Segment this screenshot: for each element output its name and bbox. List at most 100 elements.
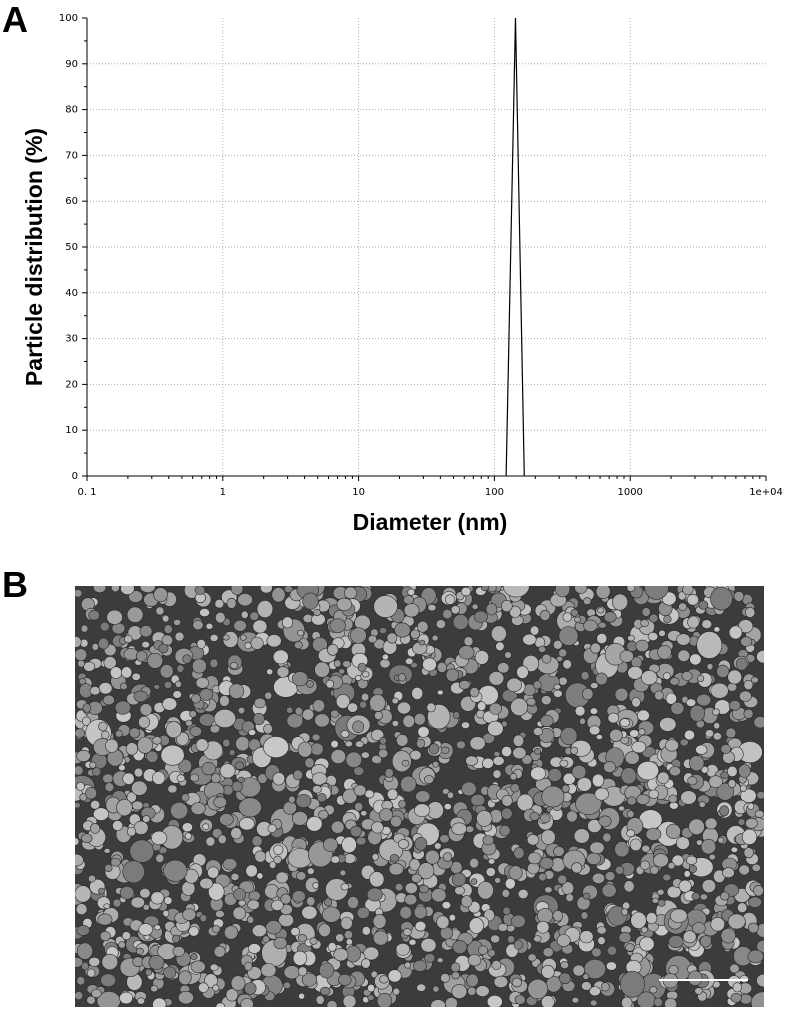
particle bbox=[374, 711, 383, 720]
particle bbox=[687, 776, 698, 786]
particle bbox=[611, 593, 628, 611]
particle bbox=[509, 605, 521, 618]
particle bbox=[330, 855, 340, 864]
particle bbox=[538, 872, 547, 882]
particle bbox=[649, 865, 659, 875]
particle bbox=[85, 786, 97, 800]
particle bbox=[138, 923, 153, 936]
particle bbox=[533, 935, 542, 943]
y-tick-label: 60 bbox=[65, 196, 78, 207]
particle bbox=[347, 702, 358, 713]
particle bbox=[126, 791, 137, 803]
particle bbox=[248, 890, 261, 902]
particle bbox=[539, 813, 551, 824]
particle bbox=[467, 986, 477, 996]
particle bbox=[558, 648, 568, 658]
particle bbox=[581, 981, 592, 991]
particle bbox=[609, 728, 623, 742]
particle bbox=[388, 862, 404, 876]
particle bbox=[219, 695, 230, 707]
particle bbox=[510, 697, 528, 717]
particle bbox=[624, 751, 640, 765]
particle bbox=[436, 689, 444, 696]
particle bbox=[104, 782, 115, 793]
particle bbox=[153, 924, 161, 931]
particle bbox=[445, 668, 460, 682]
particle bbox=[172, 934, 181, 944]
particle bbox=[574, 586, 588, 594]
particle bbox=[235, 761, 245, 770]
particle bbox=[658, 629, 666, 637]
particle bbox=[502, 906, 511, 916]
particle bbox=[656, 771, 670, 785]
particle bbox=[199, 914, 208, 922]
particle bbox=[369, 694, 386, 712]
particle bbox=[370, 970, 378, 979]
particle bbox=[594, 787, 609, 801]
particle bbox=[131, 672, 141, 681]
particle bbox=[604, 871, 616, 881]
particle bbox=[209, 634, 219, 642]
particle bbox=[153, 587, 168, 603]
particle bbox=[587, 819, 602, 833]
particle bbox=[710, 682, 729, 699]
particle bbox=[526, 697, 536, 706]
particle bbox=[307, 867, 315, 875]
particle bbox=[452, 614, 469, 630]
particle bbox=[163, 681, 173, 689]
particle bbox=[142, 903, 150, 911]
particle bbox=[296, 871, 307, 881]
particle bbox=[125, 742, 138, 756]
particle bbox=[233, 888, 246, 901]
particle bbox=[318, 809, 329, 820]
particle bbox=[532, 727, 543, 736]
particle bbox=[409, 749, 422, 761]
particle bbox=[541, 653, 552, 664]
particle bbox=[238, 817, 255, 831]
particle bbox=[697, 674, 705, 683]
particle bbox=[89, 686, 101, 696]
particle bbox=[231, 780, 243, 793]
particle bbox=[86, 968, 96, 978]
particle bbox=[189, 710, 197, 718]
particle bbox=[222, 738, 231, 748]
particle bbox=[339, 869, 347, 877]
particle bbox=[182, 908, 197, 921]
y-tick-label: 40 bbox=[65, 288, 78, 299]
particle bbox=[581, 687, 594, 700]
particle bbox=[668, 794, 678, 804]
particle bbox=[371, 821, 384, 834]
particle bbox=[756, 939, 764, 954]
particle bbox=[215, 909, 225, 918]
particle bbox=[596, 926, 607, 935]
particle bbox=[754, 810, 764, 818]
particle bbox=[114, 700, 131, 715]
particle bbox=[440, 746, 450, 754]
x-tick-label: 1e+04 bbox=[749, 487, 783, 498]
particle bbox=[408, 858, 421, 871]
particle bbox=[190, 952, 198, 961]
particle bbox=[631, 697, 641, 708]
particle bbox=[396, 734, 409, 747]
particle bbox=[506, 677, 523, 693]
particle bbox=[190, 960, 206, 974]
particle bbox=[586, 852, 601, 865]
particle bbox=[485, 603, 498, 616]
particle bbox=[135, 650, 148, 663]
particle bbox=[213, 945, 226, 958]
particle bbox=[133, 767, 144, 778]
particle bbox=[189, 773, 200, 782]
particle bbox=[727, 765, 738, 778]
particle bbox=[104, 863, 113, 872]
particle bbox=[191, 693, 201, 704]
particle bbox=[233, 619, 247, 632]
particle bbox=[440, 973, 450, 983]
particle bbox=[126, 826, 137, 837]
particle bbox=[708, 775, 723, 789]
particle bbox=[82, 703, 92, 713]
particle bbox=[131, 780, 148, 796]
particle bbox=[669, 908, 688, 924]
particle bbox=[580, 911, 589, 920]
particle bbox=[75, 853, 84, 867]
